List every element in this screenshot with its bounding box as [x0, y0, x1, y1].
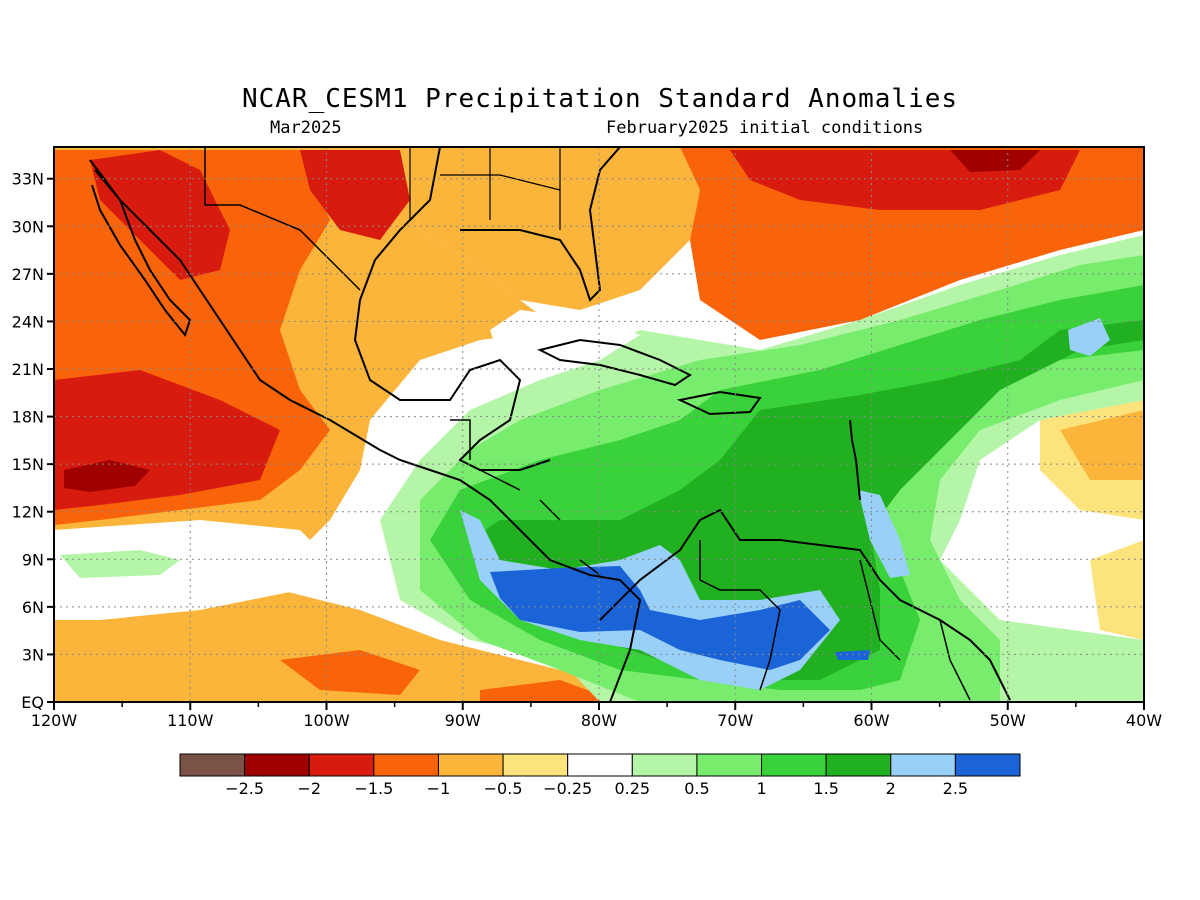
- dry-region-gulf: [400, 147, 700, 310]
- colorbar-label: −1.5: [354, 779, 393, 798]
- y-tick-label: 27N: [12, 265, 44, 284]
- colorbar-labels: −2.5 −2 −1.5 −1 −0.5 −0.25 0.25 0.5 1 1.5 2 2.5: [225, 779, 968, 798]
- colorbar-swatch: [954, 753, 1021, 777]
- coastline-south-america-north: [599, 508, 1011, 701]
- colorbar-label: −2: [297, 779, 321, 798]
- x-tick-label: 90W: [445, 711, 481, 730]
- colorbar-label: −2.5: [225, 779, 264, 798]
- y-tick-label: 12N: [12, 503, 44, 522]
- grid-lines: [54, 147, 1144, 702]
- dry-region-texas-red: [300, 150, 410, 240]
- dry-region-pacific-south: [54, 590, 640, 702]
- colorbar-swatch: [890, 753, 956, 777]
- colorbar-swatch: [437, 753, 504, 777]
- colorbar-label: 2: [886, 779, 896, 798]
- dry-region-south-orange-2: [480, 680, 620, 702]
- border-us-states: [409, 147, 561, 230]
- colorbar-label: −0.5: [484, 779, 523, 798]
- neutral-gulf-band: [490, 310, 640, 380]
- wet-region-atlantic-blue: [1068, 318, 1110, 356]
- y-tick-label: 21N: [12, 360, 44, 379]
- y-tick-label: 15N: [12, 455, 44, 474]
- colorbar-swatch: [631, 753, 698, 777]
- y-tick-label: 6N: [22, 598, 44, 617]
- colorbar-swatch: [761, 753, 827, 777]
- y-tick-label: 30N: [12, 217, 44, 236]
- coastline-baja: [91, 169, 192, 338]
- colorbar-label: 0.5: [684, 779, 709, 798]
- x-tick-label: 80W: [581, 711, 617, 730]
- anomaly-field: [54, 147, 1144, 702]
- wet-core-guyana: [835, 650, 870, 660]
- dry-region-atlantic-yellow-3: [1090, 540, 1144, 640]
- dry-region-atlantic-yellow-2: [1060, 410, 1144, 480]
- dry-core-atlantic: [950, 150, 1040, 172]
- x-tick-label: 120W: [31, 711, 78, 730]
- colorbar-label: 0.25: [614, 779, 650, 798]
- neutral-pacific-band: [54, 520, 330, 620]
- x-tick-label: 60W: [853, 711, 889, 730]
- colorbar-swatch: [179, 753, 246, 777]
- colorbar-swatch: [825, 753, 892, 777]
- y-tick-label: 24N: [12, 312, 44, 331]
- colorbar-label: −0.25: [543, 779, 592, 798]
- colorbar-label: −1: [427, 779, 451, 798]
- colorbar: [179, 753, 1021, 777]
- dry-region-south-orange: [280, 650, 420, 695]
- map-title: NCAR_CESM1 Precipitation Standard Anomal…: [241, 84, 959, 114]
- colorbar-label: 1: [756, 779, 766, 798]
- colorbar-swatch: [502, 753, 569, 777]
- coastlines: [89, 147, 1011, 702]
- axis-ticks: [47, 177, 1145, 710]
- coastline-cuba: [537, 338, 692, 387]
- y-tick-label: EQ: [21, 693, 44, 712]
- x-tick-label: 50W: [990, 711, 1026, 730]
- y-tick-label: 18N: [12, 408, 44, 427]
- colorbar-swatch: [373, 753, 439, 777]
- y-tick-label: 9N: [22, 550, 44, 569]
- colorbar-label: 2.5: [943, 779, 968, 798]
- colorbar-label: 1.5: [813, 779, 838, 798]
- border-south-america: [699, 540, 971, 701]
- wet-core-central-america: [490, 566, 830, 670]
- x-tick-label: 110W: [167, 711, 214, 730]
- colorbar-swatch: [567, 753, 633, 777]
- border-central-america: [450, 419, 601, 576]
- forecast-month: Mar2025: [270, 118, 342, 138]
- initial-conditions-label: February2025 initial conditions: [606, 118, 924, 138]
- x-tick-label: 70W: [717, 711, 753, 730]
- border-us-mexico: [204, 147, 361, 291]
- coastline-gulf: [353, 147, 551, 471]
- dry-core-pacific: [64, 460, 150, 492]
- axis-labels: 120W 110W 100W 90W 80W 70W 60W 50W 40W EQ 3N 6N 9N 12…: [12, 170, 1163, 730]
- dry-region-mexico-red: [90, 150, 230, 280]
- y-tick-label: 33N: [12, 170, 44, 189]
- x-tick-label: 40W: [1126, 711, 1162, 730]
- x-tick-label: 100W: [303, 711, 350, 730]
- colorbar-swatch: [696, 753, 763, 777]
- colorbar-swatch: [308, 753, 375, 777]
- y-tick-label: 3N: [22, 645, 44, 664]
- wet-pacific-small: [60, 550, 180, 578]
- coastline-florida: [460, 147, 621, 302]
- colorbar-swatch: [244, 753, 310, 777]
- coastline-lesser-antilles: [849, 419, 861, 501]
- coastline-hispaniola: [676, 390, 762, 416]
